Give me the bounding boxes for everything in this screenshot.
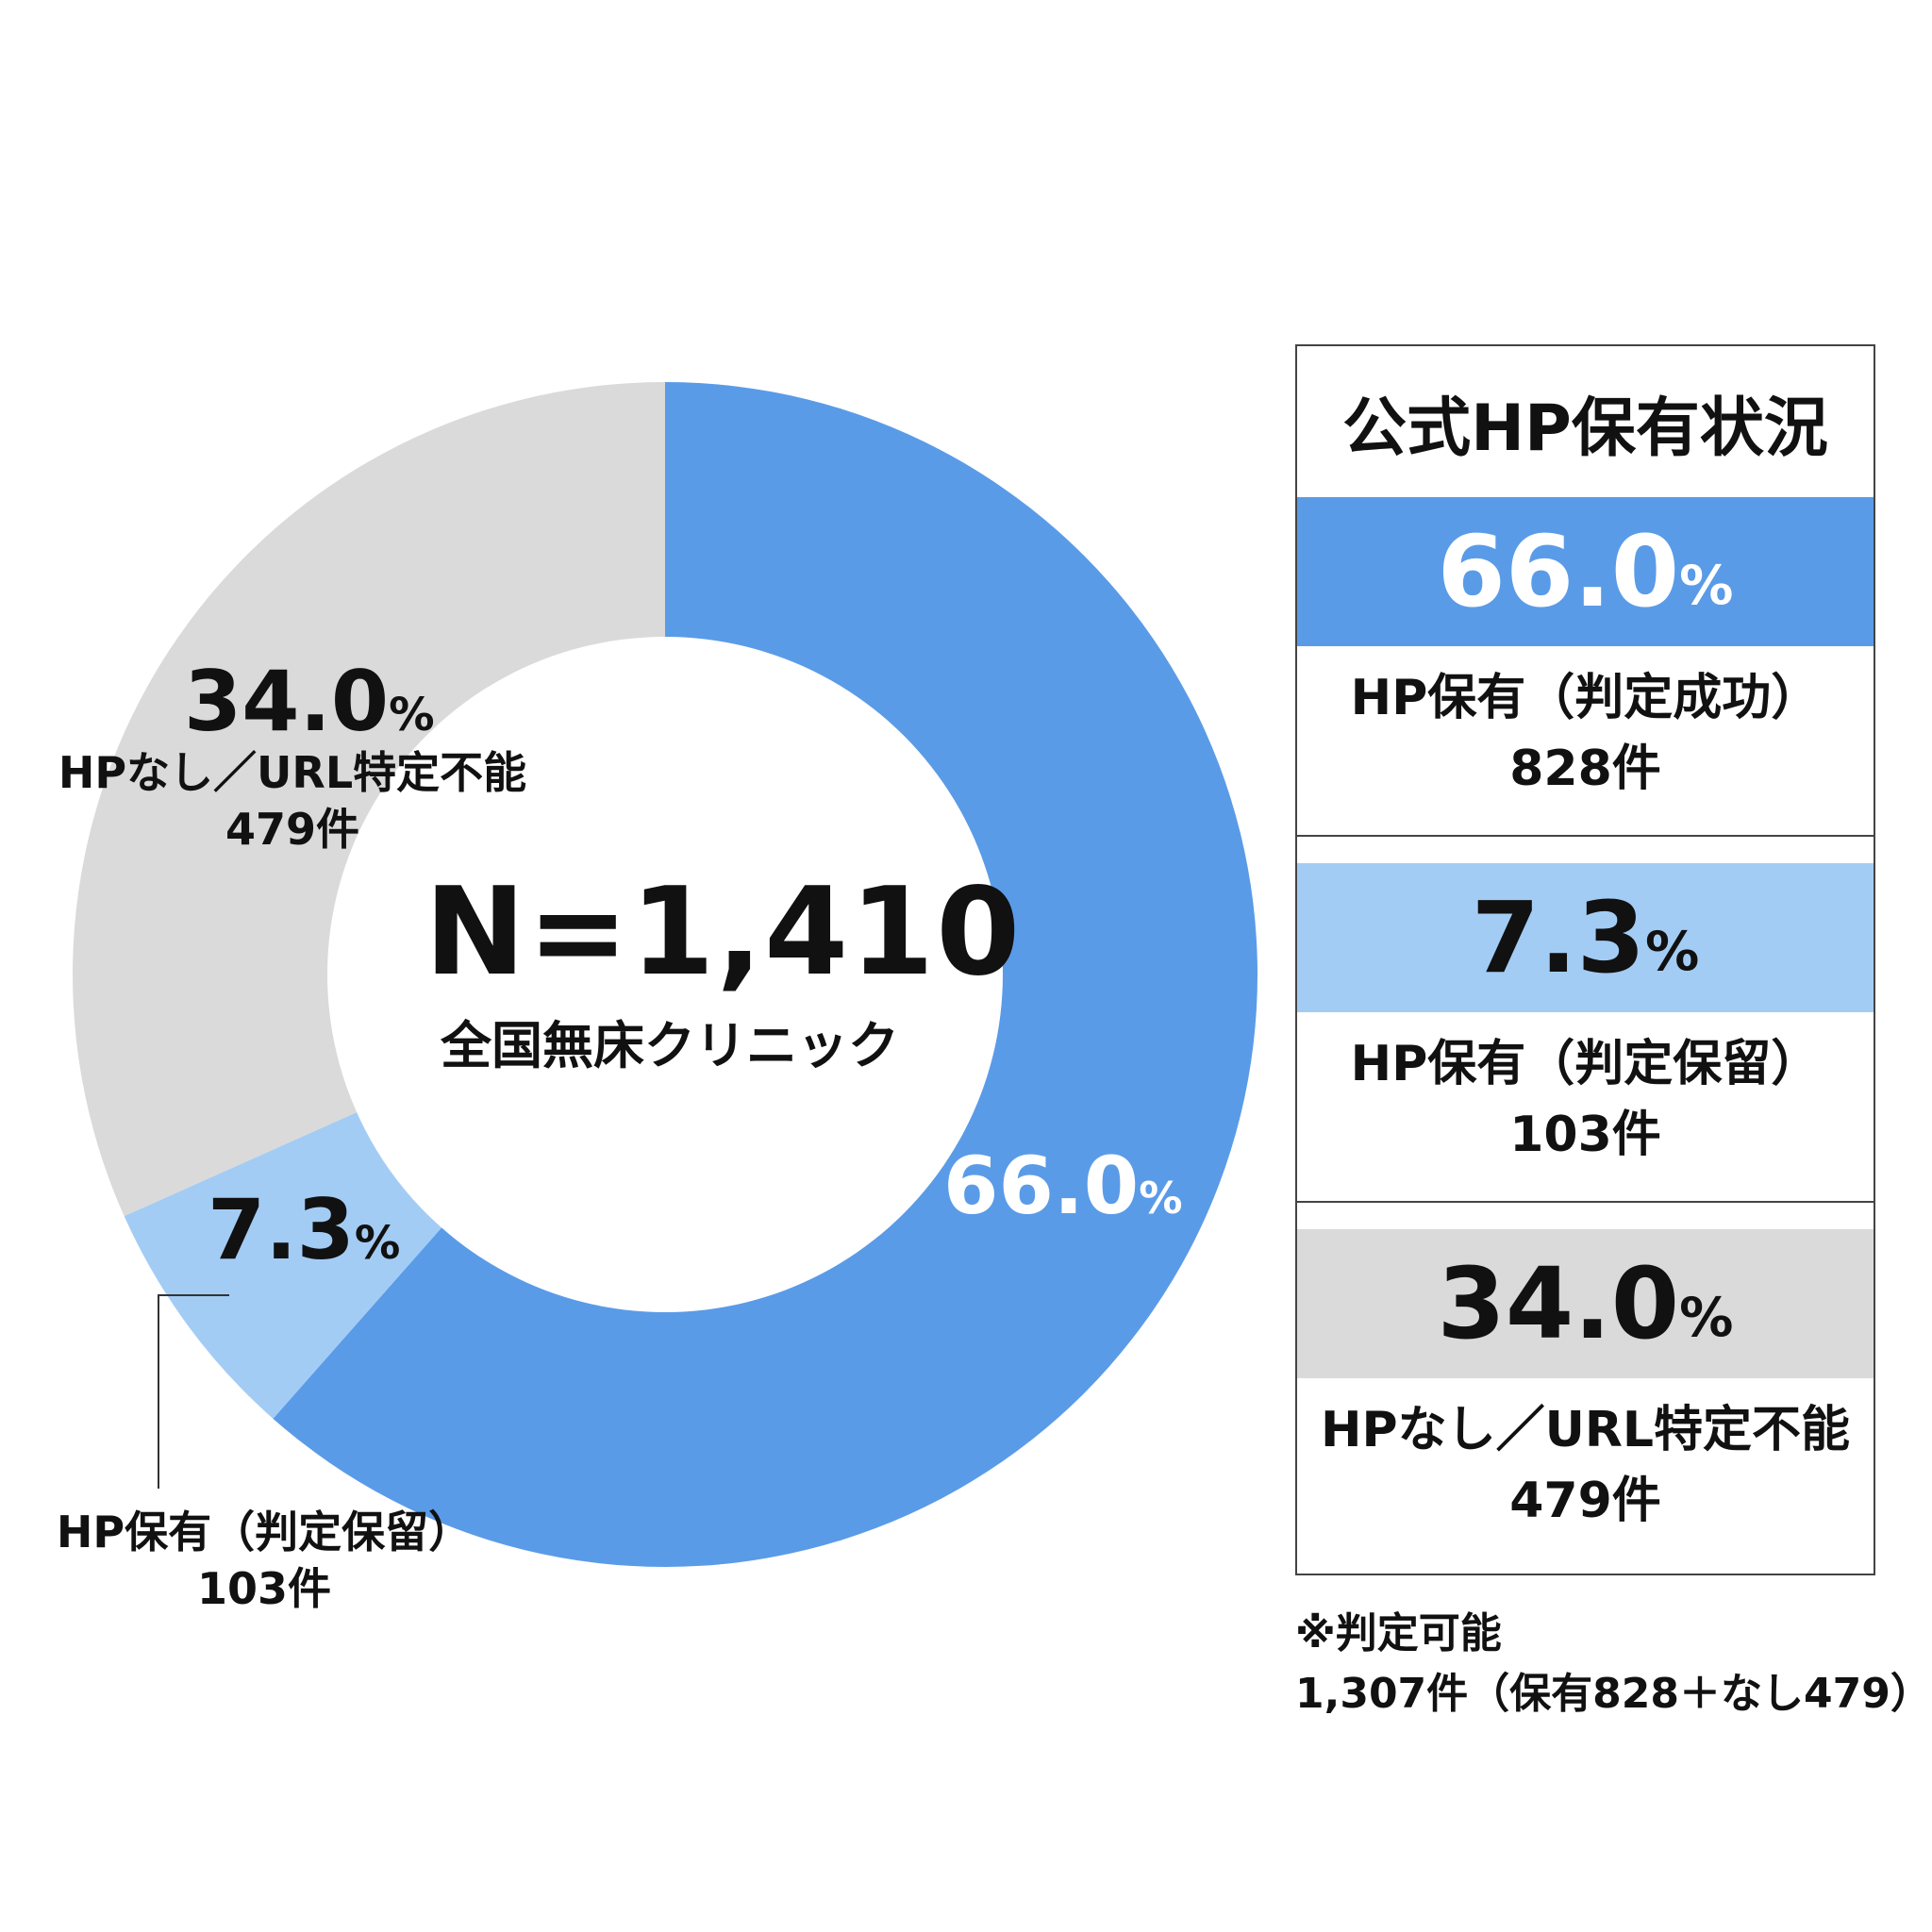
slice-label-hp-none-pct: 34.0%	[184, 653, 435, 750]
legend-count-hp-none: 479件	[1509, 1473, 1661, 1530]
legend-count-hp-pending: 103件	[1509, 1107, 1661, 1164]
donut-slice-hp-pending	[124, 1112, 442, 1419]
slice-label-hp-pending-name: HP保有（判定保留）	[56, 1507, 473, 1557]
slice-label-hp-pending-pct: 7.3%	[208, 1181, 401, 1278]
donut-slice-hp-none	[72, 381, 665, 1217]
footnote: ※判定可能 1,307件（保有828＋なし479）	[1295, 1604, 1932, 1724]
center-total: N=1,410	[425, 862, 1023, 1003]
slice-label-hp-pending-text: HP保有（判定保留） 103件	[42, 1505, 486, 1618]
legend-text-hp-success: HP保有（判定成功） 828件	[1297, 646, 1874, 835]
legend-band-hp-pending: 7.3%	[1297, 863, 1874, 1012]
legend-count-hp-success: 828件	[1509, 741, 1661, 798]
slice-label-hp-success-pct: 66.0%	[943, 1140, 1183, 1232]
legend-text-hp-pending: HP保有（判定保留） 103件	[1297, 1012, 1874, 1201]
slice-label-hp-none-text: HPなし／URL特定不能 479件	[28, 745, 557, 858]
slice-label-hp-none-name: HPなし／URL特定不能	[58, 747, 527, 798]
footnote-line-1: ※判定可能	[1295, 1609, 1502, 1657]
slice-label-hp-pending-count: 103件	[196, 1562, 332, 1614]
legend-band-hp-success: 66.0%	[1297, 497, 1874, 646]
legend-band-hp-none: 34.0%	[1297, 1229, 1874, 1378]
legend-divider	[1297, 835, 1874, 837]
donut-chart-area: N=1,410 全国無床クリニック 66.0% 34.0% HPなし／URL特定…	[28, 381, 1258, 1618]
legend-text-hp-none: HPなし／URL特定不能 479件	[1297, 1378, 1874, 1538]
center-subtitle: 全国無床クリニック	[441, 1016, 899, 1075]
slice-label-hp-none-count: 479件	[225, 803, 360, 855]
footnote-line-2: 1,307件（保有828＋なし479）	[1295, 1669, 1932, 1718]
legend-table: 公式HP保有状況 66.0% HP保有（判定成功） 828件 7.3% HP保有…	[1295, 344, 1875, 1575]
leader-line-hp-pending	[158, 1294, 229, 1489]
legend-divider	[1297, 1201, 1874, 1203]
legend-label-hp-none: HPなし／URL特定不能	[1320, 1402, 1851, 1458]
donut-slice-hp-success	[273, 382, 1258, 1568]
donut-chart	[72, 381, 1258, 1568]
legend-label-hp-pending: HP保有（判定保留）	[1350, 1036, 1821, 1092]
legend-label-hp-success: HP保有（判定成功）	[1350, 670, 1821, 726]
legend-title: 公式HP保有状況	[1342, 391, 1828, 466]
